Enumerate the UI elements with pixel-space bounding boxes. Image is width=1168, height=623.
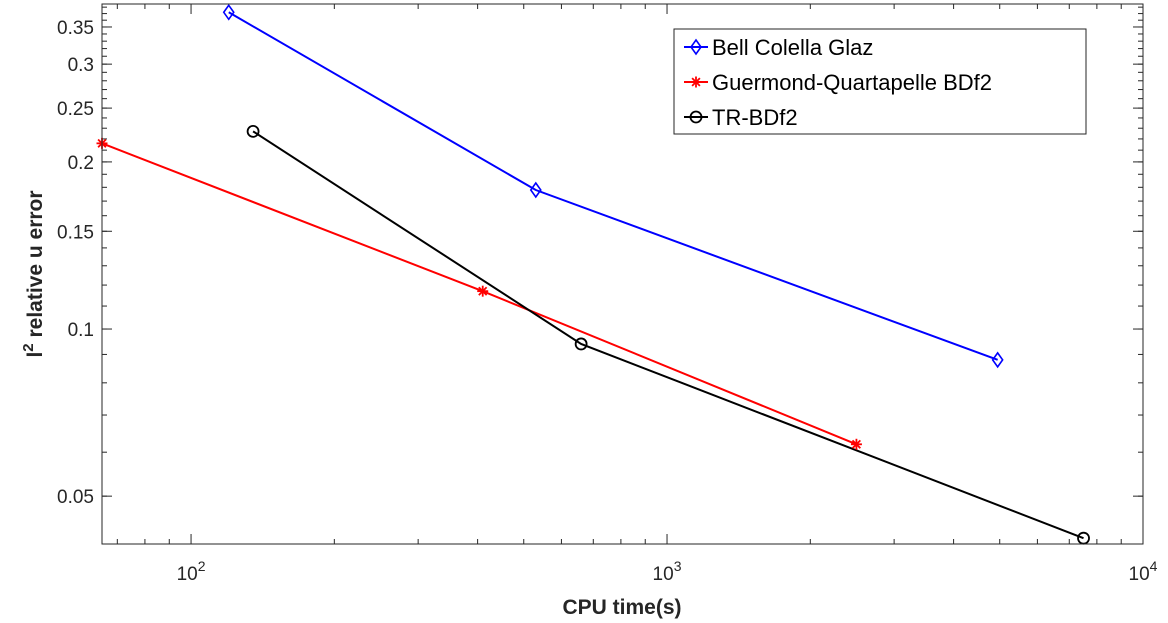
data-point — [850, 438, 862, 450]
y-tick-label: 0.2 — [68, 153, 94, 174]
y-axis-title-rest: relative u error — [24, 190, 47, 343]
y-axis-title-sup: 2 — [20, 343, 37, 351]
legend-entries: Bell Colella Glaz Guermond-Quartapelle BD… — [684, 35, 992, 130]
data-point — [477, 285, 489, 297]
y-tick-label: 0.35 — [57, 18, 94, 39]
y-tick-label: 0.05 — [57, 487, 94, 508]
x-tick-base: 10 — [1129, 564, 1150, 585]
y-tick-label: 0.15 — [57, 222, 94, 243]
x-tick-exp: 3 — [674, 558, 682, 574]
data-point — [222, 3, 235, 21]
x-tick-labels: 102 103 104 — [177, 558, 1158, 585]
legend-label: Bell Colella Glaz — [712, 35, 873, 60]
data-point — [991, 351, 1004, 369]
y-tick-label: 0.25 — [57, 99, 94, 120]
legend: Bell Colella Glaz Guermond-Quartapelle BD… — [673, 28, 1087, 135]
x-tick-label: 103 — [653, 558, 682, 585]
legend-marker — [690, 38, 702, 56]
x-tick-label: 102 — [177, 558, 206, 585]
legend-entry: Guermond-Quartapelle BDf2 — [684, 70, 992, 95]
data-point — [246, 124, 260, 138]
axis-ticks — [102, 4, 1144, 544]
legend-marker — [689, 110, 703, 124]
legend-label: TR-BDf2 — [712, 105, 798, 130]
x-tick-label: 104 — [1129, 558, 1158, 585]
legend-box — [673, 28, 1087, 135]
series-line — [252, 130, 1084, 540]
legend-entry: TR-BDf2 — [684, 105, 798, 130]
legend-marker — [690, 76, 702, 88]
y-tick-labels: 0.05 0.1 0.15 0.2 0.25 0.3 0.35 — [57, 18, 94, 508]
x-tick-base: 10 — [177, 564, 198, 585]
data-point — [529, 181, 542, 199]
y-tick-label: 0.1 — [68, 320, 94, 341]
x-tick-exp: 4 — [1150, 558, 1158, 574]
data-point — [574, 337, 588, 351]
legend-entry: Bell Colella Glaz — [684, 35, 873, 60]
series-line — [228, 11, 998, 361]
plot-frame — [101, 3, 1144, 545]
x-tick-exp: 2 — [198, 558, 206, 574]
legend-label: Guermond-Quartapelle BDf2 — [712, 70, 992, 95]
y-axis-title-base: l — [24, 352, 47, 358]
x-tick-base: 10 — [653, 564, 674, 585]
x-axis-title: CPU time(s) — [562, 596, 681, 619]
y-axis-title: l2 relative u error — [20, 190, 47, 357]
y-tick-label: 0.3 — [68, 55, 94, 76]
